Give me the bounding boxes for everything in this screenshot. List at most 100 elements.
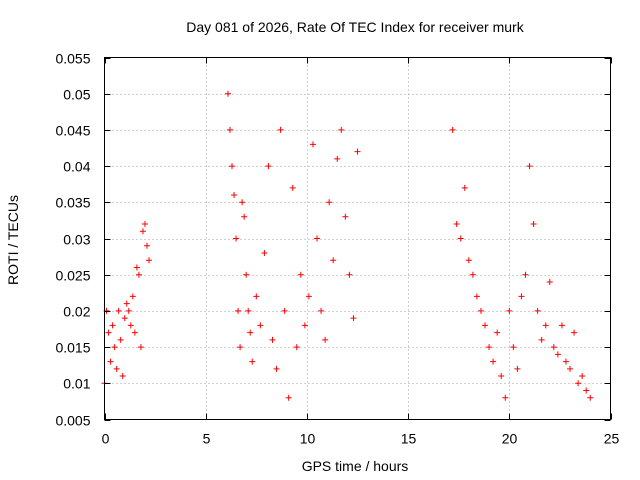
data-point	[477, 307, 484, 314]
data-point	[105, 329, 112, 336]
data-point	[269, 336, 276, 343]
data-point	[131, 329, 138, 336]
data-point	[350, 315, 357, 322]
data-point	[281, 307, 288, 314]
x-tick-label: 15	[401, 431, 417, 447]
data-point	[490, 358, 497, 365]
data-point	[579, 373, 586, 380]
data-point	[546, 278, 553, 285]
data-point	[107, 358, 114, 365]
data-point	[562, 358, 569, 365]
data-point	[554, 351, 561, 358]
data-point	[297, 271, 304, 278]
data-point	[469, 271, 476, 278]
data-point	[538, 336, 545, 343]
y-tick-label: 0.04	[63, 159, 90, 175]
data-point	[453, 221, 460, 228]
data-point	[245, 307, 252, 314]
data-point	[129, 293, 136, 300]
data-point	[301, 322, 308, 329]
data-point	[239, 199, 246, 206]
data-point	[587, 394, 594, 401]
data-point	[542, 322, 549, 329]
data-point	[498, 373, 505, 380]
data-point	[121, 315, 128, 322]
data-point	[309, 141, 316, 148]
data-point	[139, 228, 146, 235]
data-point	[522, 271, 529, 278]
x-tick-label: 5	[203, 431, 211, 447]
data-point	[518, 293, 525, 300]
data-point	[338, 126, 345, 133]
data-point	[330, 257, 337, 264]
data-point	[115, 307, 122, 314]
y-tick-label: 0.005	[55, 413, 90, 429]
data-point	[558, 322, 565, 329]
data-point	[534, 307, 541, 314]
data-point	[342, 213, 349, 220]
data-point	[567, 365, 574, 372]
data-point	[229, 163, 236, 170]
data-point	[314, 235, 321, 242]
y-tick-label: 0.035	[55, 195, 90, 211]
x-tick-label: 0	[102, 431, 110, 447]
data-point	[461, 184, 468, 191]
data-point	[249, 358, 256, 365]
data-point	[141, 221, 148, 228]
data-point	[119, 373, 126, 380]
data-point	[109, 322, 116, 329]
y-tick-label: 0.055	[55, 51, 90, 67]
data-point	[241, 213, 248, 220]
data-point	[133, 264, 140, 271]
ticks-layer: 0 5 10 15 20 25 0.005 0.01 0.015 0.02 0.025 0.03 0.0…	[55, 51, 619, 447]
data-point	[111, 344, 118, 351]
data-point	[530, 221, 537, 228]
data-point	[354, 148, 361, 155]
data-point	[237, 344, 244, 351]
data-point	[226, 126, 233, 133]
data-point	[334, 155, 341, 162]
data-point	[289, 184, 296, 191]
data-point	[137, 344, 144, 351]
data-point	[117, 336, 124, 343]
data-point	[346, 271, 353, 278]
data-point	[575, 380, 582, 387]
data-point	[510, 344, 517, 351]
data-point	[502, 394, 509, 401]
data-point	[243, 271, 250, 278]
x-tick-label: 25	[604, 431, 620, 447]
data-point	[125, 307, 132, 314]
y-tick-label: 0.015	[55, 340, 90, 356]
data-point	[583, 387, 590, 394]
y-tick-label: 0.01	[63, 376, 90, 392]
data-point	[514, 365, 521, 372]
x-axis-title: GPS time / hours	[302, 458, 409, 474]
data-point	[571, 329, 578, 336]
data-point	[482, 322, 489, 329]
data-point	[146, 257, 153, 264]
data-point	[526, 163, 533, 170]
data-point	[135, 271, 142, 278]
data-point	[247, 329, 254, 336]
data-point	[506, 307, 513, 314]
chart-title: Day 081 of 2026, Rate Of TEC Index for r…	[186, 19, 524, 35]
data-point	[113, 365, 120, 372]
data-point	[261, 249, 268, 256]
data-point	[144, 242, 151, 249]
data-point	[550, 344, 557, 351]
data-point	[293, 344, 300, 351]
y-tick-label: 0.025	[55, 268, 90, 284]
x-tick-label: 20	[502, 431, 518, 447]
data-point	[318, 307, 325, 314]
data-point	[486, 344, 493, 351]
y-tick-label: 0.045	[55, 123, 90, 139]
data-point	[457, 235, 464, 242]
data-point	[265, 163, 272, 170]
data-point	[305, 293, 312, 300]
data-point	[277, 126, 284, 133]
y-tick-label: 0.02	[63, 304, 90, 320]
plot-frame	[104, 57, 611, 420]
data-point	[224, 90, 231, 97]
data-point	[257, 322, 264, 329]
data-point	[231, 192, 238, 199]
